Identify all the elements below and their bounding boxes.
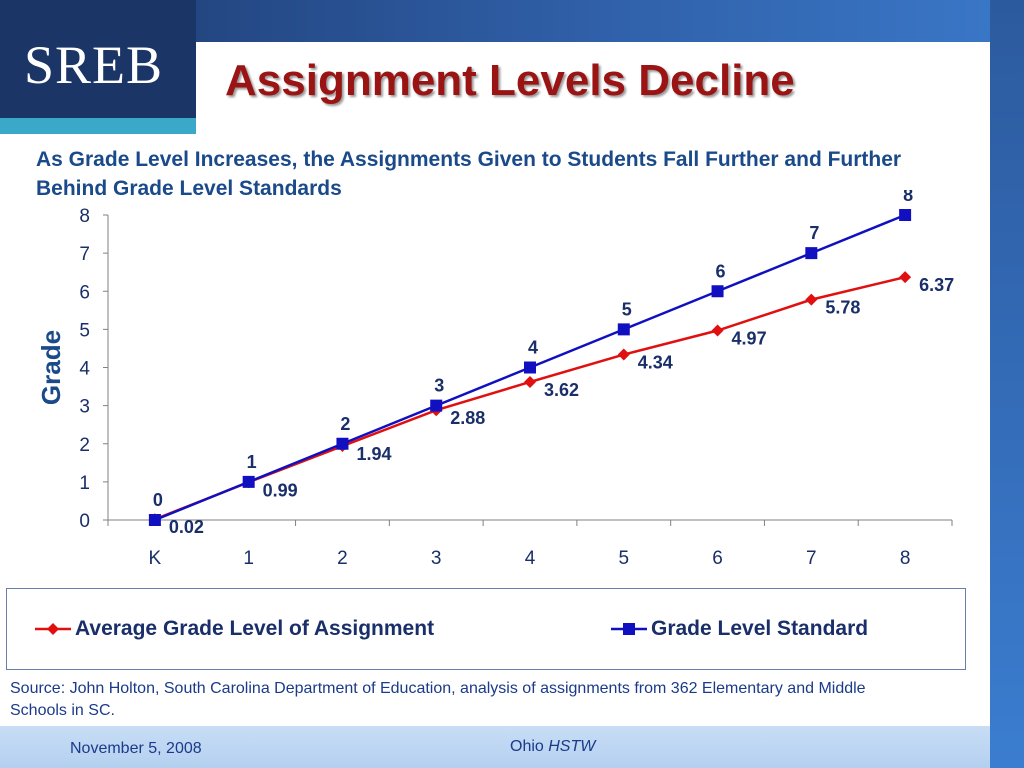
data-label-standard: 6 <box>716 261 726 281</box>
x-tick-label: 8 <box>900 548 911 569</box>
logo-text: SREB <box>24 35 164 95</box>
legend-item-average: Average Grade Level of Assignment <box>35 617 434 641</box>
x-tick-label: 5 <box>618 548 629 569</box>
x-tick-label: 6 <box>712 548 723 569</box>
data-label-standard: 3 <box>434 376 444 396</box>
data-point-average <box>805 293 818 306</box>
y-tick-label: 6 <box>79 282 90 303</box>
data-label-average: 0.99 <box>263 480 298 500</box>
data-point-standard <box>148 514 161 526</box>
legend-marker-standard-icon <box>611 623 647 635</box>
x-tick-label: K <box>149 548 162 569</box>
y-tick-label: 1 <box>79 473 90 494</box>
data-label-standard: 1 <box>247 452 257 472</box>
data-point-standard <box>524 361 536 374</box>
data-point-standard <box>899 209 912 221</box>
legend-item-standard: Grade Level Standard <box>611 617 868 641</box>
data-point-average <box>524 375 536 388</box>
x-tick-label: 3 <box>431 548 442 569</box>
x-tick-label: 2 <box>337 548 348 569</box>
data-label-standard: 8 <box>903 190 913 205</box>
y-tick-label: 2 <box>79 435 90 456</box>
data-label-standard: 4 <box>528 338 538 358</box>
y-tick-label: 5 <box>79 320 90 341</box>
data-label-average: 0.02 <box>169 517 204 537</box>
data-label-average: 2.88 <box>450 408 485 428</box>
data-point-average <box>899 271 912 284</box>
data-label-standard: 7 <box>809 223 819 243</box>
data-label-average: 5.78 <box>825 298 860 318</box>
x-tick-label: 1 <box>243 548 254 569</box>
logo-stripe <box>0 118 196 134</box>
data-label-standard: 0 <box>153 490 163 510</box>
legend-marker-average-icon <box>35 623 71 635</box>
footer-center-prefix: Ohio <box>510 738 549 755</box>
data-label-average: 4.97 <box>732 329 767 349</box>
data-label-average: 1.94 <box>356 444 391 464</box>
y-tick-label: 7 <box>79 244 90 265</box>
data-point-average <box>711 324 724 337</box>
y-axis-title: Grade <box>36 330 66 405</box>
logo: SREB <box>0 0 196 118</box>
legend-label-standard: Grade Level Standard <box>651 617 869 640</box>
y-tick-label: 4 <box>79 359 90 380</box>
slide-subtitle: As Grade Level Increases, the Assignment… <box>36 148 902 200</box>
y-tick-label: 8 <box>79 206 90 227</box>
footer-bar: November 5, 2008 Ohio HSTW <box>0 726 990 768</box>
data-point-standard <box>805 247 818 260</box>
slide-title: Assignment Levels Decline <box>225 56 795 105</box>
data-point-average <box>617 348 630 361</box>
data-label-standard: 5 <box>622 299 632 319</box>
line-chart: 0 1 2 3 4 5 6 7 8 K 1 2 3 4 5 6 7 8 Grade 0.02 0.99 1.94 2.88 3… <box>36 190 954 569</box>
chart-legend: Average Grade Level of Assignment Grade … <box>6 588 966 670</box>
footer-center: Ohio HSTW <box>510 738 595 756</box>
footer-center-italic: HSTW <box>548 738 596 755</box>
data-point-standard <box>430 399 443 412</box>
footer-date: November 5, 2008 <box>70 740 202 757</box>
data-label-average: 4.34 <box>638 353 673 373</box>
legend-label-average: Average Grade Level of Assignment <box>75 617 435 640</box>
data-point-standard <box>617 323 630 336</box>
right-banner <box>990 0 1024 768</box>
data-label-average: 6.37 <box>919 275 954 295</box>
source-note: Source: John Holton, South Carolina Depa… <box>10 680 866 719</box>
data-label-standard: 2 <box>340 414 350 434</box>
y-tick-label: 0 <box>79 511 90 532</box>
data-label-average: 3.62 <box>544 380 579 400</box>
y-tick-label: 3 <box>79 397 90 418</box>
data-point-standard <box>336 437 349 450</box>
x-tick-label: 7 <box>806 548 817 569</box>
x-tick-label: 4 <box>525 548 536 569</box>
data-point-standard <box>242 475 255 488</box>
data-point-standard <box>711 285 724 298</box>
